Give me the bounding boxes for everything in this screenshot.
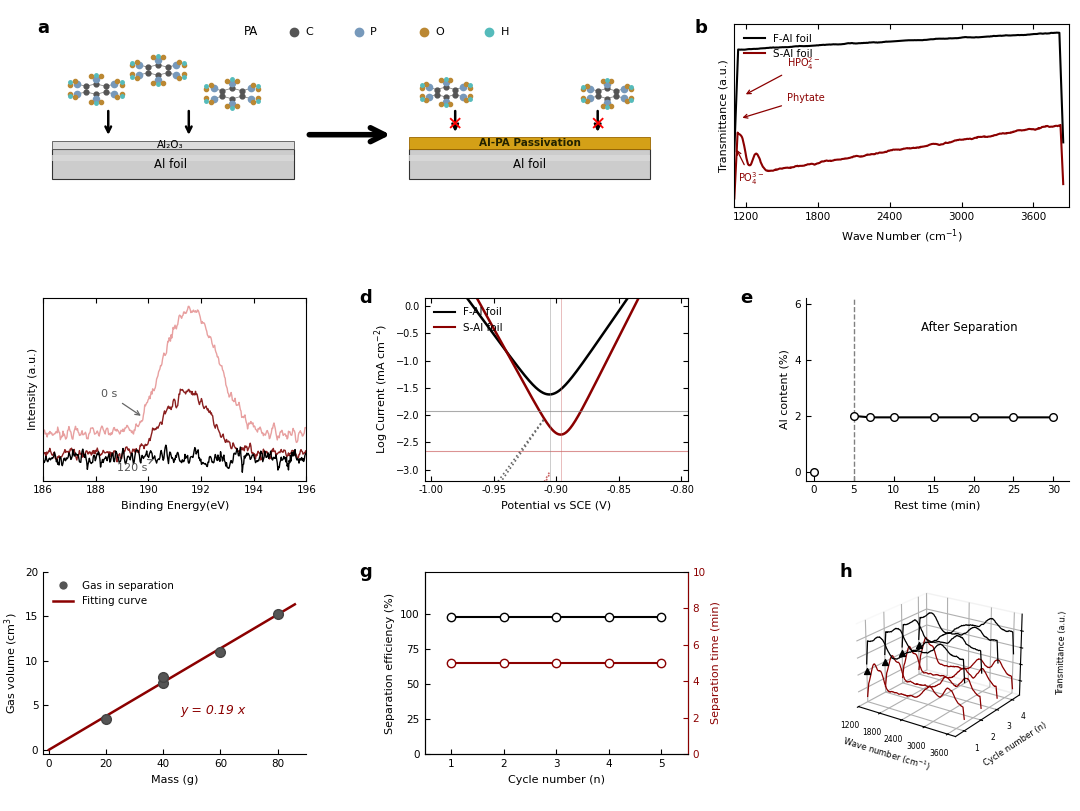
F-Al foil — [812, 41, 825, 50]
Text: O: O — [435, 27, 444, 36]
S-Al foil — [975, 132, 988, 142]
X-axis label: Mass (g): Mass (g) — [151, 775, 199, 785]
F-Al foil — [947, 33, 960, 43]
Text: 0 s: 0 s — [102, 389, 139, 415]
S-Al foil — [728, 194, 741, 204]
Line: F-Al foil: F-Al foil — [734, 32, 1063, 151]
Text: AI-PA Passivation: AI-PA Passivation — [478, 138, 580, 148]
S-Al foil — [1056, 179, 1069, 189]
Text: b: b — [694, 19, 707, 36]
Text: P: P — [370, 27, 377, 36]
Bar — [408, 137, 650, 149]
Text: After Separation: After Separation — [921, 321, 1017, 334]
Y-axis label: Cycle number (n): Cycle number (n) — [982, 720, 1049, 768]
S-Al foil — [947, 136, 960, 146]
Text: PO$_4^{3-}$: PO$_4^{3-}$ — [738, 151, 765, 187]
Text: Phytate: Phytate — [744, 93, 825, 118]
Text: Al₂O₃: Al₂O₃ — [157, 140, 184, 150]
F-Al foil — [921, 35, 934, 45]
Bar — [53, 149, 294, 179]
Bar — [53, 140, 294, 149]
X-axis label: Wave number (cm$^{-1}$): Wave number (cm$^{-1}$) — [841, 735, 932, 775]
F-Al foil — [877, 37, 890, 47]
S-Al foil — [877, 148, 890, 157]
X-axis label: Cycle number (n): Cycle number (n) — [508, 775, 605, 785]
Text: H: H — [500, 27, 509, 36]
S-Al foil — [921, 140, 934, 150]
Bar — [53, 155, 294, 161]
Y-axis label: Intensity (a.u.): Intensity (a.u.) — [28, 348, 38, 431]
Y-axis label: Gas volume (cm$^3$): Gas volume (cm$^3$) — [2, 612, 19, 714]
Text: ✕: ✕ — [447, 115, 463, 134]
Text: Al foil: Al foil — [513, 157, 546, 170]
Y-axis label: Al content (%): Al content (%) — [779, 350, 789, 429]
Y-axis label: Log Current (mA cm$^{-2}$): Log Current (mA cm$^{-2}$) — [372, 324, 391, 454]
Text: 120 s: 120 s — [117, 460, 152, 474]
Line: S-Al foil: S-Al foil — [734, 125, 1063, 199]
S-Al foil — [812, 158, 825, 168]
Y-axis label: Separation time (min): Separation time (min) — [712, 602, 721, 724]
Legend: F-Al foil, S-Al foil: F-Al foil, S-Al foil — [430, 303, 507, 337]
Text: PA: PA — [244, 25, 258, 38]
Text: e: e — [741, 289, 753, 307]
X-axis label: Potential vs SCE (V): Potential vs SCE (V) — [501, 501, 611, 511]
Text: d: d — [359, 289, 372, 307]
F-Al foil — [728, 146, 741, 156]
Text: Al foil: Al foil — [153, 157, 187, 170]
Legend: Gas in separation, Fitting curve: Gas in separation, Fitting curve — [49, 577, 178, 611]
X-axis label: Wave Number (cm$^{-1}$): Wave Number (cm$^{-1}$) — [841, 227, 962, 245]
S-Al foil — [1054, 120, 1067, 130]
Legend: F-Al foil, S-Al foil: F-Al foil, S-Al foil — [740, 29, 816, 63]
Text: a: a — [37, 19, 49, 36]
Text: g: g — [359, 563, 372, 581]
Text: ✕: ✕ — [590, 115, 606, 134]
Y-axis label: Transmittance (a.u.): Transmittance (a.u.) — [719, 59, 729, 172]
F-Al foil — [1051, 28, 1064, 37]
X-axis label: Rest time (min): Rest time (min) — [894, 501, 981, 511]
Text: y = 0.19 x: y = 0.19 x — [180, 704, 245, 717]
F-Al foil — [1056, 138, 1069, 148]
S-Al foil — [786, 162, 799, 172]
X-axis label: Binding Energy(eV): Binding Energy(eV) — [121, 501, 229, 511]
Text: C: C — [306, 27, 313, 36]
Bar — [408, 155, 650, 161]
Bar — [408, 149, 650, 179]
Text: h: h — [839, 563, 852, 581]
F-Al foil — [975, 32, 988, 42]
F-Al foil — [786, 42, 799, 52]
Y-axis label: Separation efficiency (%): Separation efficiency (%) — [384, 592, 394, 734]
Text: HPO$_4^{2-}$: HPO$_4^{2-}$ — [747, 55, 821, 94]
